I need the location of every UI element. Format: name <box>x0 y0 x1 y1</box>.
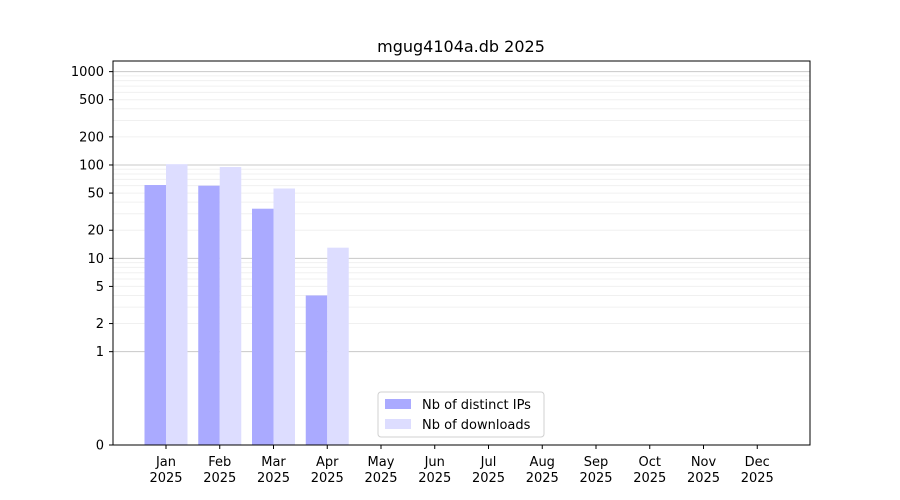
bar-distinct-ips <box>252 208 274 445</box>
x-tick-label: 2025 <box>472 471 505 486</box>
legend-swatch <box>385 419 411 429</box>
y-tick-label: 500 <box>79 93 104 108</box>
bar-downloads <box>166 164 188 445</box>
x-tick-label: 2025 <box>311 471 344 486</box>
y-tick-label: 5 <box>96 280 104 295</box>
x-tick-label: Jul <box>480 455 497 470</box>
x-tick-label: Sep <box>584 455 609 470</box>
x-tick-label: 2025 <box>257 471 290 486</box>
x-tick-label: Mar <box>261 455 286 470</box>
y-tick-label: 1000 <box>71 65 104 80</box>
x-tick-label: 2025 <box>741 471 774 486</box>
x-tick-label: 2025 <box>526 471 559 486</box>
bar-distinct-ips <box>198 185 220 445</box>
legend: Nb of distinct IPs Nb of downloads <box>377 391 545 438</box>
x-tick-label: Aug <box>530 455 555 470</box>
bar-downloads <box>327 247 349 445</box>
y-tick-label: 50 <box>87 187 104 202</box>
y-tick-label: 0 <box>96 439 104 454</box>
x-tick-label: Apr <box>316 455 339 470</box>
x-tick-label: 2025 <box>418 471 451 486</box>
x-tick-label: Jan <box>155 455 176 470</box>
bar-downloads <box>273 188 295 445</box>
y-tick-label: 1 <box>96 345 104 360</box>
legend-label: Nb of downloads <box>422 418 531 433</box>
y-tick-label: 2 <box>96 317 104 332</box>
bar-distinct-ips <box>144 185 166 445</box>
x-tick-label: Oct <box>639 455 661 470</box>
x-tick-label: Dec <box>745 455 770 470</box>
bar-distinct-ips <box>305 295 328 445</box>
bars-layer <box>144 164 349 445</box>
x-tick-label: May <box>368 455 395 470</box>
y-tick-label: 200 <box>79 130 104 145</box>
x-tick-label: Nov <box>691 455 717 470</box>
legend-box <box>377 391 545 438</box>
x-tick-label: 2025 <box>149 471 182 486</box>
y-tick-label: 100 <box>79 158 104 173</box>
x-tick-label: 2025 <box>633 471 666 486</box>
x-axis: Jan2025Feb2025Mar2025Apr2025May2025Jun20… <box>149 445 774 486</box>
y-tick-label: 20 <box>87 224 104 239</box>
x-tick-label: Feb <box>208 455 231 470</box>
y-axis: 0 1 2 5 10 20 50 100 200 500 1000 <box>71 65 113 454</box>
x-tick-label: 2025 <box>203 471 236 486</box>
x-tick-label: Jun <box>424 455 445 470</box>
x-tick-label: 2025 <box>364 471 397 486</box>
bar-downloads <box>219 167 242 445</box>
chart-title: mgug4104a.db 2025 <box>377 37 545 56</box>
plot-frame <box>112 60 811 446</box>
y-tick-label: 10 <box>87 252 104 267</box>
legend-swatch <box>385 399 411 409</box>
legend-label: Nb of distinct IPs <box>422 398 531 413</box>
x-tick-label: 2025 <box>687 471 720 486</box>
x-tick-label: 2025 <box>579 471 612 486</box>
